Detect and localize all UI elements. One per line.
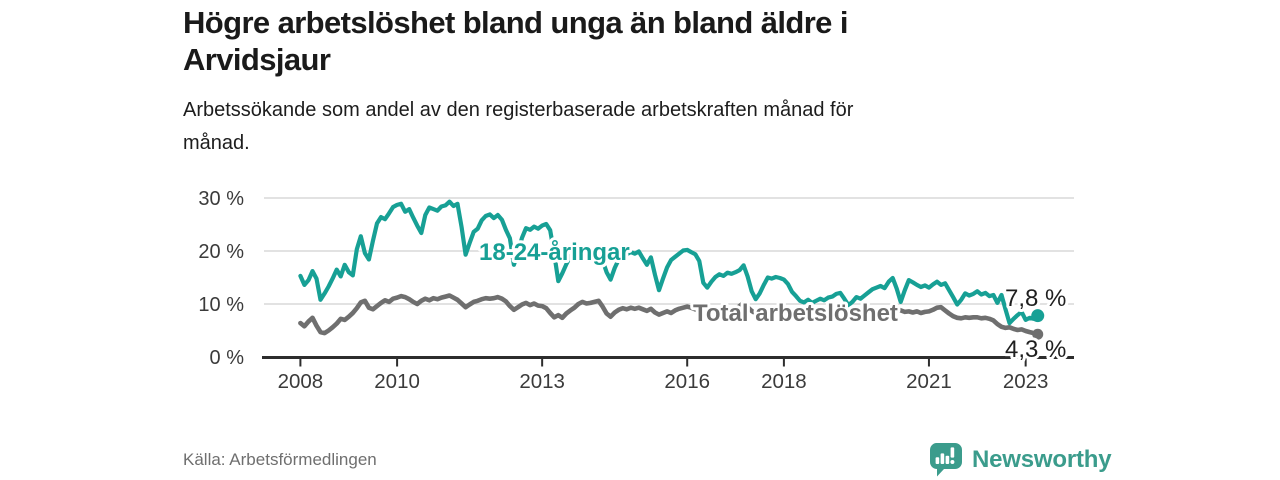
subtitle-line-2: månad.	[183, 132, 250, 154]
y-tick-label: 30 %	[198, 188, 244, 210]
source-note: Källa: Arbetsförmedlingen	[183, 450, 377, 469]
brand-name: Newsworthy	[972, 446, 1112, 473]
x-tick-label: 2010	[374, 370, 420, 393]
title-line-1: Högre arbetslöshet bland unga än bland ä…	[183, 5, 848, 40]
series-label: Total arbetslöshet	[693, 300, 898, 327]
x-tick-label: 2008	[278, 370, 324, 393]
page-title: Högre arbetslöshet bland unga än bland ä…	[183, 4, 848, 78]
end-value-label: 4,3 %	[1005, 336, 1066, 363]
series-line-youth	[298, 199, 1040, 326]
y-tick-label: 0 %	[210, 347, 245, 369]
title-line-2: Arvidsjaur	[183, 42, 331, 77]
end-value-label: 7,8 %	[1005, 285, 1066, 312]
series-label: 18-24-åringar	[479, 239, 630, 266]
x-tick-label: 2016	[664, 370, 710, 393]
chart-subtitle: Arbetssökande som andel av den registerb…	[183, 94, 853, 160]
y-tick-label: 10 %	[198, 294, 244, 316]
end-dot	[1031, 309, 1045, 323]
newsworthy-icon	[929, 443, 962, 477]
series-line-total	[298, 293, 1040, 337]
subtitle-line-1: Arbetssökande som andel av den registerb…	[183, 99, 854, 121]
brand-logo[interactable]: Newsworthy	[929, 443, 1112, 477]
end-dot	[1032, 328, 1044, 340]
y-tick-label: 20 %	[198, 241, 244, 263]
x-tick-label: 2013	[519, 370, 565, 393]
x-tick-label: 2021	[906, 370, 952, 393]
x-tick-label: 2023	[1003, 370, 1049, 393]
x-tick-label: 2018	[761, 370, 807, 393]
